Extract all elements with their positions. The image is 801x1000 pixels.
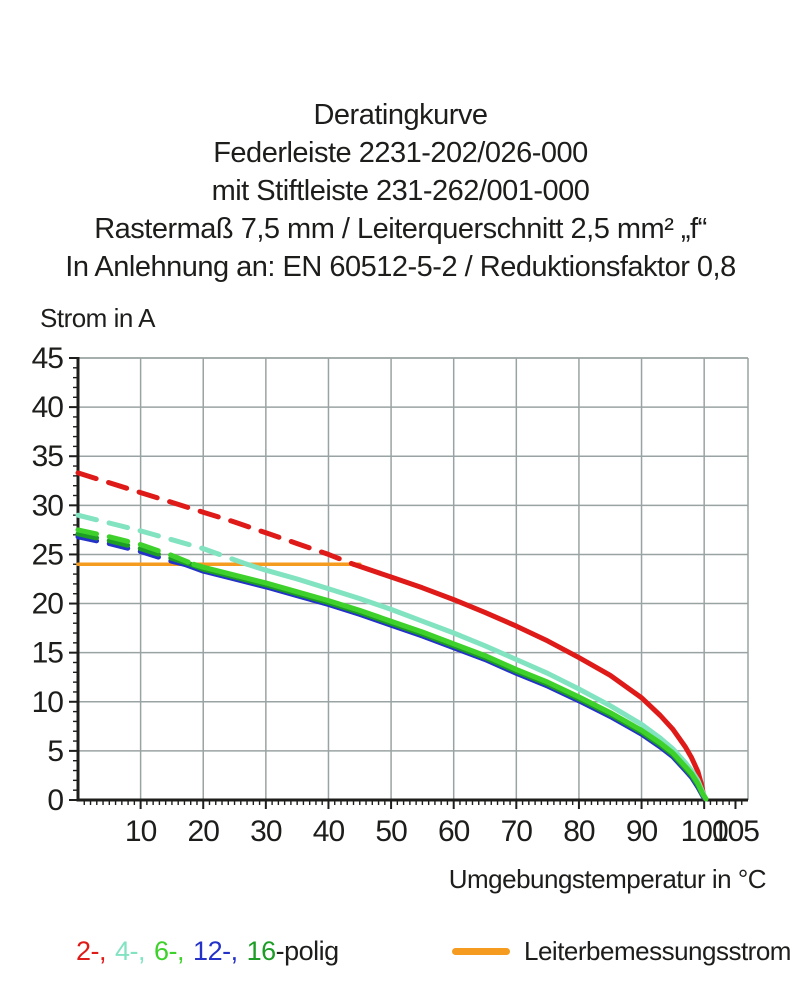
title-line-3: mit Stiftleiste 231-262/001-000: [211, 175, 590, 207]
x-tick-label: 100: [681, 815, 728, 845]
x-tick-label: 20: [188, 815, 220, 845]
curve-12-polig-dashed: [75, 534, 187, 567]
y-tick-label: 0: [47, 784, 63, 817]
legend-pole-label: 2-,: [76, 936, 107, 966]
x-tick-label: 80: [563, 815, 595, 845]
title-line-1: Deratingkurve: [313, 99, 488, 131]
x-tick-label: 30: [250, 815, 282, 845]
curve-2-polig-dashed: [75, 470, 356, 567]
legend-pole-label: 12-,: [193, 936, 238, 966]
y-tick-label: 25: [32, 538, 64, 571]
y-tick-label: 45: [32, 342, 64, 375]
x-tick-label: 70: [501, 815, 533, 845]
x-axis-title: Umgebungstemperatur in °C: [448, 864, 767, 894]
title-line-2: Federleiste 2231-202/026-000: [213, 137, 588, 169]
legend-pole-counts: 2-, 4-, 6-, 12-, 16-polig: [76, 936, 339, 967]
legend-pole-suffix: -polig: [275, 936, 340, 966]
y-tick-label: 40: [32, 391, 64, 424]
x-tick-label: 50: [375, 815, 407, 845]
x-tick-label: 40: [313, 815, 345, 845]
curve-2-polig: [351, 561, 707, 801]
legend-pole-label: 6-,: [154, 936, 185, 966]
title-line-5: In Anlehnung an: EN 60512-5-2 / Reduktio…: [65, 251, 736, 283]
y-tick-label: 30: [32, 489, 64, 522]
x-tick-label: 105: [712, 815, 759, 845]
curve-12-polig: [181, 561, 708, 802]
legend: 2-, 4-, 6-, 12-, 16-polig Leiterbemessungsst…: [0, 936, 801, 980]
legend-pole-label: 4-,: [115, 936, 146, 966]
x-tick-label: 90: [626, 815, 658, 845]
curve-6-polig: [191, 561, 709, 802]
x-tick-label: 60: [438, 815, 470, 845]
y-tick-label: 5: [47, 735, 63, 768]
curve-6-polig-dashed: [75, 527, 197, 567]
reference-line-swatch: [452, 948, 510, 955]
legend-pole-label: 16: [246, 936, 277, 966]
y-tick-label: 15: [32, 637, 64, 670]
chart-title-block: Deratingkurve Federleiste 2231-202/026-0…: [0, 96, 801, 286]
title-line-4: Rastermaß 7,5 mm / Leiterquerschnitt 2,5…: [94, 213, 707, 245]
y-tick-label: 20: [32, 588, 64, 621]
legend-reference-current: Leiterbemessungsstrom: [452, 936, 791, 967]
y-axis-title: Strom in A: [40, 303, 155, 333]
x-tick-label: 10: [125, 815, 157, 845]
y-tick-label: 35: [32, 440, 64, 473]
y-tick-label: 10: [32, 686, 64, 719]
curve-4-polig-dashed: [75, 512, 250, 567]
reference-line-label: Leiterbemessungsstrom: [524, 936, 791, 966]
